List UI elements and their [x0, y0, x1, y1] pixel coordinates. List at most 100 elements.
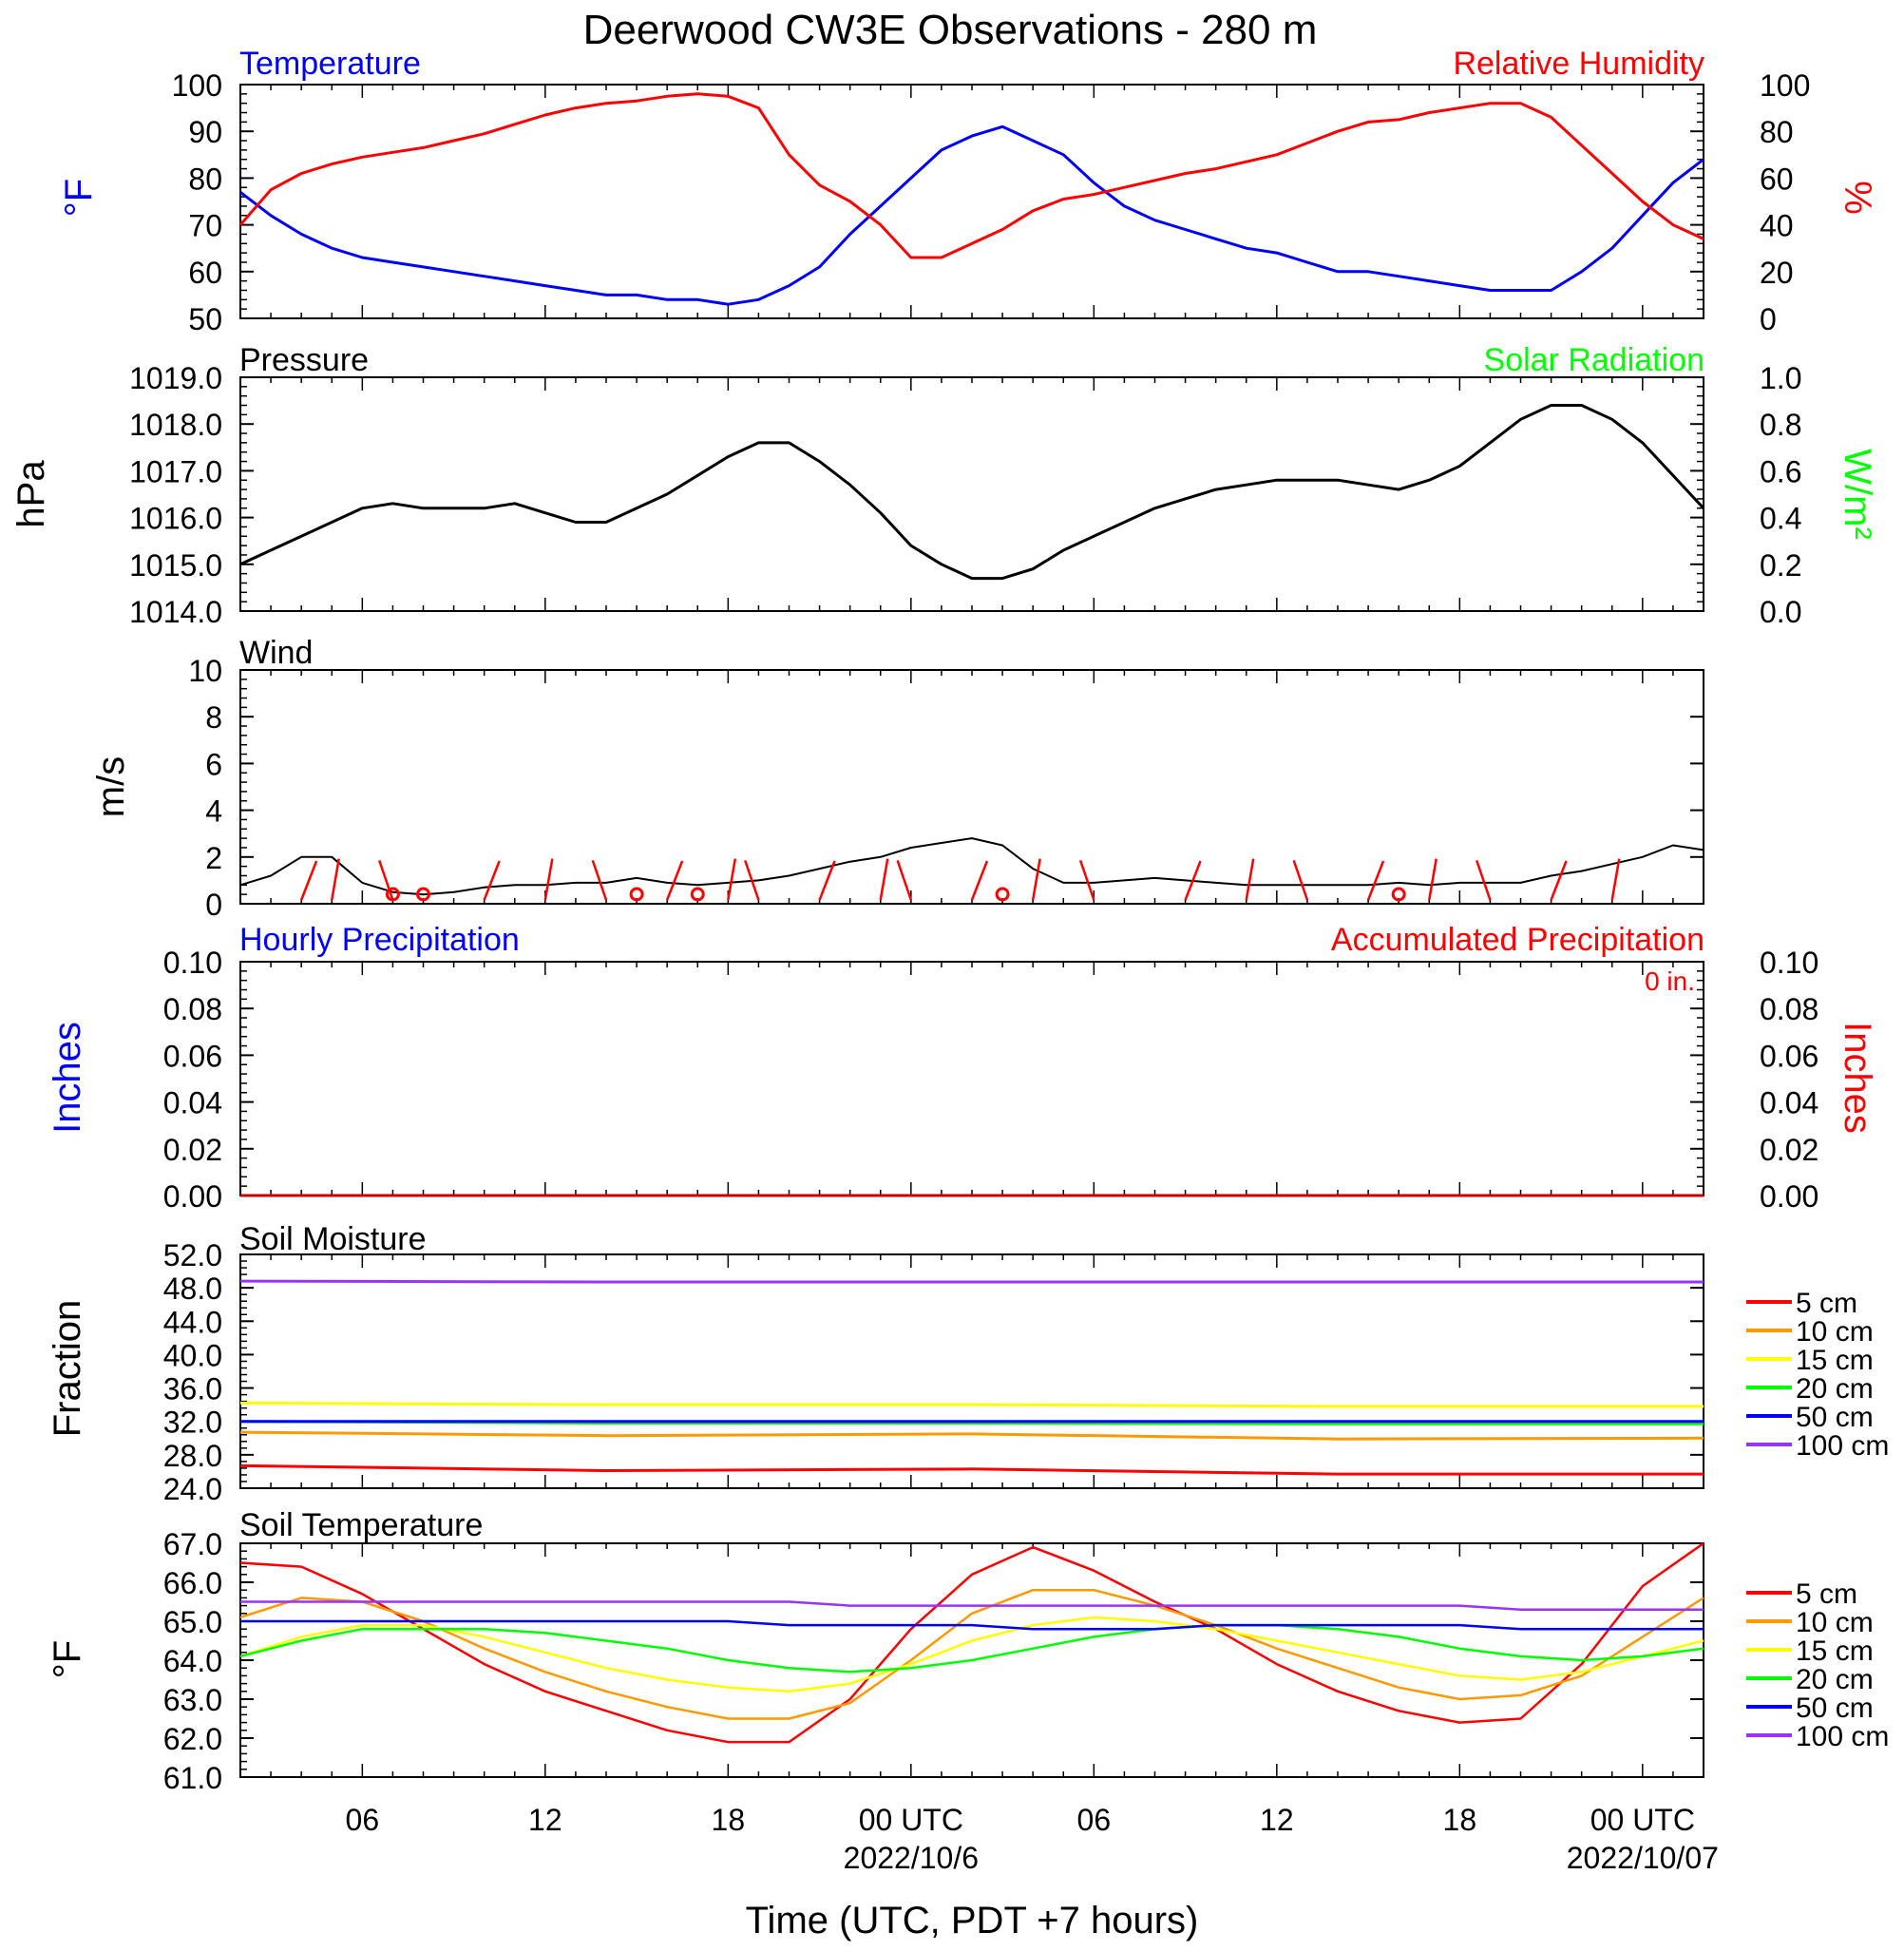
- x-tick-label: 06: [1077, 1803, 1112, 1837]
- calm-wind-marker: [416, 887, 430, 902]
- wind-barb: [378, 859, 394, 901]
- y-tick-label: 90: [188, 115, 222, 149]
- pressure-unit: hPa: [10, 460, 52, 528]
- temperature-series: [238, 92, 1704, 306]
- temperature-panel: Temperature Relative Humidity °F % 100 90…: [58, 46, 1878, 336]
- x-tick-label: 06: [346, 1803, 380, 1837]
- y-tick-label: 0.10: [163, 946, 222, 980]
- wind-barb: [331, 858, 340, 901]
- soil-temperature-series: [239, 1541, 1704, 1744]
- wind-series: [239, 837, 1704, 902]
- y-tick-label: 66.0: [163, 1566, 222, 1600]
- y-tick-label: 10: [188, 654, 222, 688]
- y-tick-label: 0: [1760, 302, 1777, 336]
- solar-unit: W/m²: [1837, 449, 1878, 540]
- y-tick-label: 80: [188, 162, 222, 196]
- y-tick-label: 67.0: [163, 1527, 222, 1561]
- y-tick-label: 80: [1760, 115, 1794, 149]
- y-tick-label: 0.00: [163, 1179, 222, 1214]
- soil-moisture-line: [239, 1463, 1704, 1476]
- hourly-precip-title: Hourly Precipitation: [239, 922, 520, 958]
- y-tick-label: 64.0: [163, 1644, 222, 1678]
- y-tick-label: 0.8: [1760, 408, 1801, 442]
- y-tick-label: 2: [205, 841, 222, 875]
- accum-precip-y-ticks: 0.10 0.08 0.06 0.04 0.02 0.00: [1690, 946, 1818, 1214]
- accum-precip-total: 0 in.: [1645, 966, 1695, 996]
- precip-panel: Hourly Precipitation Accumulated Precipi…: [47, 922, 1878, 1214]
- y-tick-label: 8: [205, 700, 222, 735]
- soil-moisture-unit: Fraction: [47, 1300, 88, 1438]
- y-tick-label: 1016.0: [129, 502, 222, 536]
- wind-speed-line: [239, 837, 1704, 896]
- pressure-line: [239, 404, 1705, 581]
- wind-barb: [1476, 859, 1492, 901]
- y-tick-label: 0.4: [1760, 502, 1801, 536]
- y-tick-label: 50: [188, 302, 222, 336]
- y-tick-label: 63.0: [163, 1683, 222, 1717]
- y-tick-label: 0.02: [163, 1133, 222, 1167]
- soil-moisture-panel: Soil Moisture Fraction 52.048.044.040.03…: [47, 1221, 1889, 1506]
- legend-label: 10 cm: [1796, 1316, 1874, 1348]
- wind-barb: [483, 860, 501, 901]
- soil-temperature-unit: °F: [47, 1640, 88, 1678]
- y-tick-label: 0.08: [163, 992, 222, 1026]
- y-tick-label: 62.0: [163, 1722, 222, 1756]
- y-tick-label: 0.00: [1760, 1179, 1818, 1214]
- y-tick-label: 4: [205, 794, 222, 829]
- y-tick-label: 40: [1760, 209, 1794, 243]
- wind-barb: [879, 858, 889, 901]
- wind-barb: [1031, 858, 1041, 901]
- wind-barb: [1078, 859, 1095, 901]
- pressure-title: Pressure: [239, 342, 369, 378]
- x-tick-label: 18: [1443, 1803, 1477, 1837]
- temperature-line: [239, 124, 1704, 306]
- y-tick-label: 0.2: [1760, 548, 1801, 583]
- x-date-label: 2022/10/07: [1567, 1841, 1719, 1875]
- wind-barb: [1610, 858, 1621, 901]
- y-tick-label: 60: [188, 256, 222, 290]
- soil-temperature-panel: Soil Temperature °F 67.0 66.0 65.0 64.0 63.0…: [47, 1507, 1889, 1795]
- x-tick-label: 00 UTC: [1590, 1803, 1695, 1837]
- wind-barb: [1366, 860, 1385, 901]
- precip-frame: [239, 961, 1704, 1196]
- wind-barb: [1292, 859, 1309, 901]
- y-tick-label: 32.0: [163, 1406, 222, 1440]
- humidity-line: [238, 92, 1704, 259]
- y-tick-label: 6: [205, 747, 222, 781]
- pressure-panel: Pressure Solar Radiation hPa W/m² 1019.0…: [10, 342, 1878, 629]
- wind-barb: [1550, 860, 1568, 901]
- soil-temperature-title: Soil Temperature: [239, 1507, 483, 1543]
- y-tick-label: 0.06: [1760, 1039, 1818, 1073]
- legend-label: 20 cm: [1796, 1664, 1874, 1695]
- y-tick-label: 28.0: [163, 1439, 222, 1473]
- y-tick-label: 0.0: [1760, 595, 1801, 629]
- soil-temperature-line: [240, 1619, 1704, 1631]
- legend-label: 20 cm: [1796, 1373, 1874, 1405]
- solar-y-ticks: 1.0 0.8 0.6 0.4 0.2 0.0: [1690, 361, 1801, 629]
- soil-temperature-line: [239, 1623, 1704, 1674]
- calm-wind-marker: [690, 887, 705, 902]
- y-tick-label: 0.02: [1760, 1133, 1818, 1167]
- time-axis: 06 12 18 00 UTC 06 12 18 00 UTC 2022/10/6 2022/10…: [346, 1803, 1719, 1875]
- y-tick-label: 1018.0: [129, 408, 222, 442]
- x-tick-label: 18: [712, 1803, 746, 1837]
- soil-temperature-line: [239, 1616, 1704, 1693]
- y-tick-label: 20: [1760, 256, 1794, 290]
- legend-label: 5 cm: [1796, 1288, 1857, 1319]
- soil-moisture-frame: [239, 1253, 1704, 1489]
- legend-label: 100 cm: [1796, 1721, 1889, 1752]
- accum-precip-unit: Inches: [1837, 1022, 1878, 1134]
- soil-moisture-series: [239, 1279, 1704, 1476]
- temperature-frame: [239, 84, 1704, 319]
- wind-barb: [666, 860, 684, 901]
- y-tick-label: 44.0: [163, 1305, 222, 1339]
- calm-wind-marker: [1391, 887, 1406, 902]
- x-tick-label: 12: [528, 1803, 562, 1837]
- soil-moisture-line: [239, 1401, 1704, 1408]
- legend-label: 5 cm: [1796, 1578, 1857, 1610]
- y-tick-label: 1019.0: [129, 361, 222, 395]
- y-tick-label: 100: [172, 68, 222, 103]
- hourly-precip-unit: Inches: [47, 1022, 88, 1134]
